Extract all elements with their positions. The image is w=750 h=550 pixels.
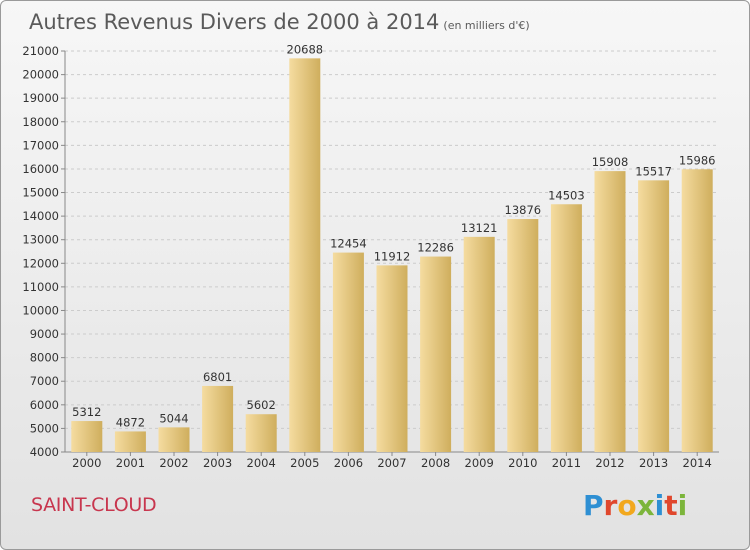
y-tick-label: 11000	[22, 280, 59, 294]
bar	[681, 169, 713, 452]
value-label: 15986	[679, 153, 716, 167]
value-label: 6801	[203, 370, 232, 384]
chart-subtitle: (en milliers d'€)	[443, 19, 530, 32]
bar	[420, 256, 452, 452]
value-label: 15517	[635, 164, 672, 178]
y-tick-label: 5000	[30, 421, 59, 435]
y-tick-label: 4000	[30, 445, 59, 459]
x-tick-label: 2008	[421, 456, 450, 470]
bar	[202, 385, 234, 452]
logo-letter: P	[583, 489, 604, 522]
x-tick-label: 2006	[334, 456, 363, 470]
y-tick-label: 16000	[22, 162, 59, 176]
x-tick-label: 2009	[465, 456, 494, 470]
value-label: 15908	[592, 155, 629, 169]
x-tick-label: 2011	[552, 456, 581, 470]
y-tick-label: 20000	[22, 68, 59, 82]
bar	[507, 219, 539, 452]
x-tick-label: 2010	[508, 456, 537, 470]
bar	[289, 58, 321, 452]
x-tick-label: 2014	[683, 456, 712, 470]
logo-letter: i	[677, 489, 688, 522]
value-label: 11912	[374, 249, 411, 263]
x-tick-label: 2001	[116, 456, 145, 470]
value-label: 5602	[247, 398, 276, 412]
x-tick-label: 2004	[247, 456, 276, 470]
y-tick-label: 6000	[30, 398, 59, 412]
x-tick-label: 2003	[203, 456, 232, 470]
y-tick-label: 12000	[22, 256, 59, 270]
y-tick-label: 7000	[30, 374, 59, 388]
y-tick-label: 13000	[22, 233, 59, 247]
y-tick-label: 15000	[22, 186, 59, 200]
value-label: 13876	[505, 203, 542, 217]
city-name: SAINT-CLOUD	[31, 494, 157, 516]
value-label: 14503	[548, 188, 585, 202]
x-tick-label: 2005	[290, 456, 319, 470]
y-tick-label: 10000	[22, 303, 59, 317]
logo-letter: t	[664, 489, 678, 522]
value-label: 5312	[72, 405, 101, 419]
bar	[114, 431, 146, 452]
y-tick-label: 17000	[22, 138, 59, 152]
y-tick-label: 9000	[30, 327, 59, 341]
bar	[550, 204, 582, 452]
value-label: 12286	[417, 241, 454, 255]
bar	[245, 414, 277, 452]
bar	[332, 252, 364, 452]
value-label: 5044	[159, 411, 188, 425]
bar	[463, 236, 495, 452]
y-tick-label: 19000	[22, 91, 59, 105]
value-label: 13121	[461, 221, 498, 235]
x-tick-label: 2000	[72, 456, 101, 470]
y-tick-label: 14000	[22, 209, 59, 223]
y-tick-label: 8000	[30, 351, 59, 365]
y-tick-label: 21000	[22, 44, 59, 58]
value-label: 4872	[116, 415, 145, 429]
x-tick-label: 2012	[595, 456, 624, 470]
chart-title: Autres Revenus Divers de 2000 à 2014 (en …	[29, 10, 530, 34]
bar	[158, 427, 190, 452]
logo-letter: x	[636, 489, 655, 522]
value-label: 20688	[287, 42, 324, 56]
logo-letter: i	[654, 489, 665, 522]
logo-letter: o	[617, 489, 637, 522]
bar	[376, 265, 408, 452]
bar	[594, 171, 626, 452]
x-tick-label: 2002	[159, 456, 188, 470]
x-tick-label: 2007	[377, 456, 406, 470]
logo-letter: r	[603, 489, 618, 522]
y-tick-label: 18000	[22, 115, 59, 129]
proxiti-logo: Proxiti	[583, 489, 687, 522]
value-label: 12454	[330, 237, 367, 251]
bar	[638, 180, 670, 452]
bar	[71, 421, 103, 452]
x-tick-label: 2013	[639, 456, 668, 470]
chart-title-text: Autres Revenus Divers de 2000 à 2014	[29, 10, 440, 34]
